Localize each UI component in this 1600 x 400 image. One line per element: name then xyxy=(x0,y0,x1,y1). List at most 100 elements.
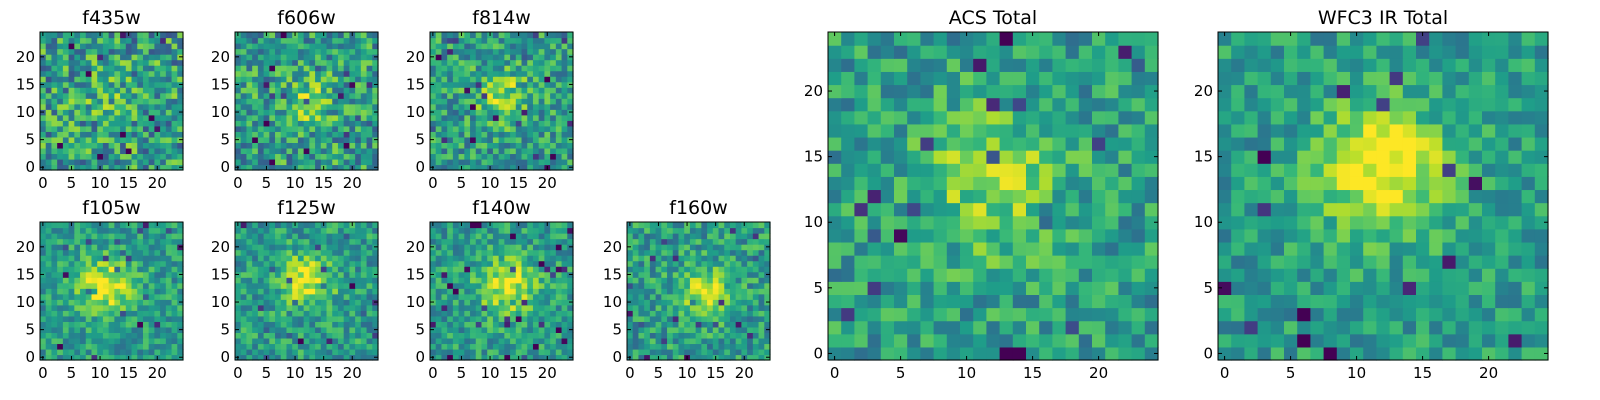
heatmap-cell xyxy=(332,255,339,262)
heatmap-cell xyxy=(735,244,742,251)
heatmap-cell xyxy=(1078,268,1093,282)
heatmap-cell xyxy=(257,233,265,240)
heatmap-cell xyxy=(97,244,104,251)
heatmap-cell xyxy=(561,158,568,166)
heatmap-cell xyxy=(521,332,528,339)
heatmap-cell xyxy=(464,310,471,317)
heatmap-cell xyxy=(315,114,322,121)
heatmap-cell xyxy=(332,98,339,105)
heatmap-cell xyxy=(280,348,288,356)
heatmap-cell xyxy=(544,249,551,256)
heatmap-cell xyxy=(171,326,178,333)
heatmap-cell xyxy=(137,244,144,251)
heatmap-cell xyxy=(45,43,53,50)
heatmap-cell xyxy=(326,255,333,262)
heatmap-cell xyxy=(297,321,305,328)
heatmap-cell xyxy=(91,142,98,149)
heatmap-cell xyxy=(481,321,488,328)
heatmap-cell xyxy=(504,81,511,88)
heatmap-cell xyxy=(1092,320,1106,335)
heatmap-cell xyxy=(80,147,87,155)
heatmap-cell xyxy=(120,136,127,143)
heatmap-cell xyxy=(303,315,310,322)
heatmap-cell xyxy=(257,288,265,295)
heatmap-cell xyxy=(332,249,339,256)
heatmap-cell xyxy=(263,147,270,155)
heatmap-cell xyxy=(555,354,563,361)
heatmap-cell xyxy=(154,266,161,273)
heatmap-cell xyxy=(286,37,293,44)
heatmap-cell xyxy=(332,164,339,171)
heatmap-cell xyxy=(1026,333,1040,348)
heatmap-cell xyxy=(452,326,460,333)
heatmap-cell xyxy=(527,277,534,284)
heatmap-cell xyxy=(555,103,563,110)
heatmap-cell xyxy=(550,114,557,121)
heatmap-cell xyxy=(695,266,702,273)
heatmap-cell xyxy=(475,32,483,39)
heatmap-cell xyxy=(487,255,494,262)
heatmap-cell xyxy=(108,260,115,267)
heatmap-cell xyxy=(74,103,81,110)
heatmap-cell xyxy=(475,343,483,350)
heatmap-cell xyxy=(854,307,869,322)
heatmap-cell xyxy=(1012,228,1027,243)
heatmap-cell xyxy=(701,244,708,251)
heatmap-cell xyxy=(1118,333,1133,348)
heatmap-cell xyxy=(114,92,121,99)
heatmap-cell xyxy=(532,59,540,66)
heatmap-cell xyxy=(678,332,685,339)
heatmap-cell xyxy=(510,293,517,300)
heatmap-cell xyxy=(464,109,471,116)
heatmap-cell xyxy=(701,260,708,267)
heatmap-cell xyxy=(764,293,771,300)
heatmap-cell xyxy=(561,59,568,66)
heatmap-cell xyxy=(550,271,557,278)
heatmap-cell xyxy=(51,315,58,322)
heatmap-cell xyxy=(45,238,53,245)
heatmap-cell xyxy=(532,326,540,333)
heatmap-cell xyxy=(1131,202,1146,217)
heatmap-cell xyxy=(672,310,680,317)
heatmap-cell xyxy=(678,271,685,278)
heatmap-cell xyxy=(337,136,345,143)
heatmap-cell xyxy=(475,65,483,72)
heatmap-cell xyxy=(355,277,362,284)
heatmap-cell xyxy=(729,260,737,267)
heatmap-cell xyxy=(142,332,150,339)
heatmap-cell xyxy=(91,337,98,345)
heatmap-cell xyxy=(712,293,720,300)
heatmap-cell xyxy=(867,307,882,322)
heatmap-cell xyxy=(946,346,961,361)
heatmap-cell xyxy=(257,43,265,50)
heatmap-cell xyxy=(108,65,115,72)
heatmap-cell xyxy=(1131,333,1146,348)
heatmap-cell xyxy=(452,233,460,240)
heatmap-cell xyxy=(1078,241,1093,256)
x-tick-label: 5 xyxy=(67,174,77,192)
heatmap-cell xyxy=(337,315,345,322)
heatmap-cell xyxy=(355,310,362,317)
heatmap-cell xyxy=(532,43,540,50)
heatmap-cell xyxy=(561,233,568,240)
heatmap-cell xyxy=(148,315,155,322)
heatmap-cell xyxy=(315,348,322,356)
heatmap-cell xyxy=(973,150,987,164)
heatmap-cell xyxy=(986,163,1001,177)
heatmap-cell xyxy=(177,153,184,160)
heatmap-cell xyxy=(51,142,58,149)
heatmap-cell xyxy=(360,304,368,311)
heatmap-cell xyxy=(452,277,460,284)
heatmap-cell xyxy=(1052,176,1067,191)
heatmap-cell xyxy=(561,147,568,155)
heatmap-cell xyxy=(492,65,500,72)
heatmap-cell xyxy=(933,307,948,322)
heatmap-cell xyxy=(148,32,155,39)
heatmap-cell xyxy=(510,114,517,121)
heatmap-cell xyxy=(880,163,895,177)
heatmap-cell xyxy=(252,271,259,278)
heatmap-cell xyxy=(154,125,161,132)
heatmap-cell xyxy=(960,294,974,309)
heatmap-cell xyxy=(452,315,460,322)
heatmap-cell xyxy=(567,125,574,132)
